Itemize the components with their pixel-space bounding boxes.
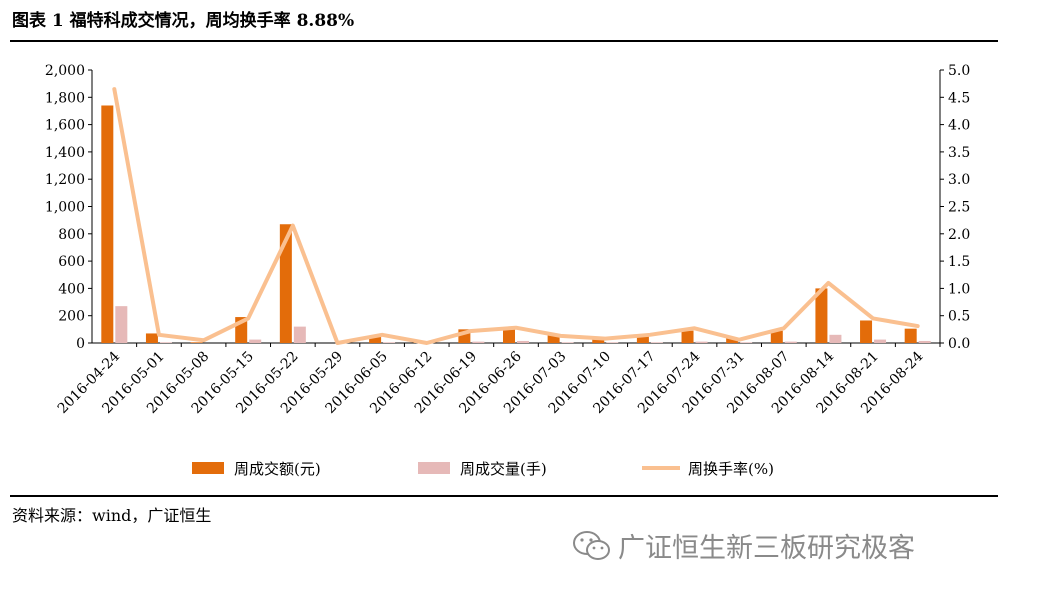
bar-amount (636, 335, 649, 343)
legend-label-amount: 周成交额(元) (234, 460, 321, 478)
y-right-tick-label: 0.5 (948, 309, 970, 325)
y-left-tick-label: 200 (58, 309, 85, 325)
y-right-tick-label: 1.5 (948, 254, 970, 270)
bar-volume (293, 326, 306, 343)
bar-volume (740, 342, 753, 343)
legend-label-turnover: 周换手率(%) (688, 460, 774, 478)
bar-volume (829, 334, 842, 343)
bar-amount (369, 336, 382, 343)
y-right-tick-label: 4.5 (948, 90, 970, 106)
y-left-tick-label: 1,000 (45, 200, 85, 216)
y-right-tick-label: 2.5 (948, 200, 970, 216)
y-right-tick-label: 0.0 (948, 336, 970, 352)
source-note: 资料来源：wind，广证恒生 (12, 506, 212, 525)
y-left-tick-label: 1,400 (45, 145, 85, 161)
y-right-tick-label: 3.5 (948, 145, 970, 161)
bar-volume (115, 306, 128, 343)
y-left-tick-label: 0 (76, 336, 85, 352)
watermark: 广证恒生新三板研究极客 (572, 526, 915, 565)
bar-volume (695, 341, 708, 343)
bar-volume (918, 340, 931, 343)
bottom-rule (10, 495, 998, 497)
bar-volume (249, 339, 262, 343)
bar-amount (681, 330, 694, 343)
bar-amount (190, 342, 203, 343)
y-left-tick-label: 1,600 (45, 118, 85, 134)
bar-amount (815, 288, 828, 343)
y-left-tick-label: 400 (58, 281, 85, 297)
bar-amount (503, 327, 515, 343)
bar-amount (592, 338, 605, 343)
y-left-tick-label: 1,800 (45, 90, 85, 106)
y-right-tick-label: 5.0 (948, 63, 970, 79)
bar-volume (383, 342, 396, 343)
bar-volume (517, 340, 529, 343)
bar-amount (904, 328, 917, 343)
y-right-tick-label: 1.0 (948, 281, 970, 297)
bar-volume (784, 341, 797, 343)
bar-volume (874, 339, 887, 343)
bar-volume (650, 342, 663, 343)
watermark-text: 广证恒生新三板研究极客 (618, 533, 915, 564)
y-left-tick-label: 800 (58, 227, 85, 243)
bar-volume (159, 342, 172, 343)
wechat-icon (573, 530, 610, 560)
bar-volume (472, 341, 485, 343)
y-right-tick-label: 3.0 (948, 172, 970, 188)
y-right-tick-label: 2.0 (948, 227, 970, 243)
bar-amount (860, 320, 873, 343)
bar-amount (279, 224, 292, 343)
y-left-tick-label: 600 (58, 254, 85, 270)
legend-swatch-volume (418, 462, 450, 474)
legend-swatch-amount (192, 462, 224, 474)
y-left-tick-label: 1,200 (45, 172, 85, 188)
y-right-tick-label: 4.0 (948, 118, 970, 134)
bar-volume (561, 342, 574, 343)
chart-title: 图表 1 福特科成交情况，周均换手率 8.88% (12, 11, 355, 31)
series-line-turnover (112, 87, 920, 345)
bar-amount (726, 338, 739, 343)
legend-label-volume: 周成交量(手) (460, 460, 547, 478)
bar-amount (547, 335, 560, 343)
bar-amount (770, 330, 783, 343)
y-left-tick-label: 2,000 (45, 63, 85, 79)
bar-volume (606, 342, 619, 343)
bar-amount (101, 105, 114, 344)
bar-amount (145, 333, 158, 343)
top-rule (10, 40, 998, 42)
